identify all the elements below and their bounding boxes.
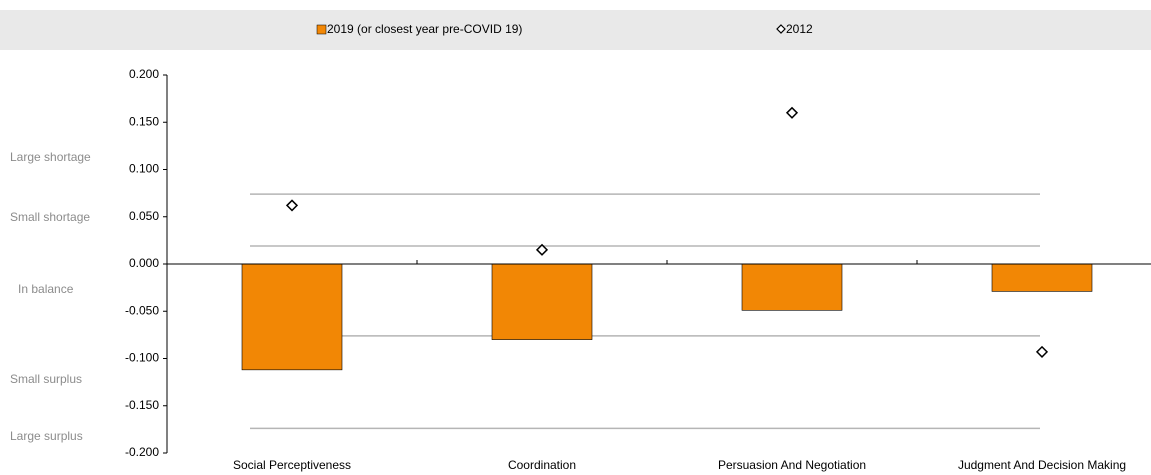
bar (491, 263, 593, 340)
legend-label: 2012 (786, 22, 813, 36)
y-tick-label: -0.100 (125, 351, 159, 365)
x-tick-label: Social Perceptiveness (233, 458, 351, 472)
marker-2012 (785, 106, 799, 119)
y-tick-label: 0.150 (129, 114, 159, 128)
bar (741, 263, 843, 311)
y-tick-label: -0.050 (125, 303, 159, 317)
bar (991, 263, 1093, 292)
y-tick-label: 0.000 (129, 256, 159, 270)
legend-swatch (776, 24, 786, 34)
y-tick-label: 0.200 (129, 67, 159, 81)
band-label: Large surplus (10, 429, 83, 443)
marker-2012 (535, 243, 549, 256)
y-tick-label: 0.050 (129, 209, 159, 223)
x-tick-label: Persuasion And Negotiation (718, 458, 866, 472)
legend-label: 2019 (or closest year pre-COVID 19) (327, 22, 522, 36)
band-label: In balance (18, 282, 74, 296)
y-tick-label: 0.100 (129, 162, 159, 176)
legend-swatch (316, 24, 327, 35)
band-label: Large shortage (10, 150, 91, 164)
x-tick-label: Judgment And Decision Making (958, 458, 1126, 472)
x-tick-label: Coordination (508, 458, 576, 472)
bar (241, 263, 343, 371)
marker-2012 (1035, 345, 1049, 358)
y-tick-label: -0.150 (125, 398, 159, 412)
band-label: Small shortage (10, 210, 90, 224)
y-tick-label: -0.200 (125, 445, 159, 459)
marker-2012 (285, 199, 299, 212)
legend-background (0, 10, 1151, 50)
band-label: Small surplus (10, 372, 82, 386)
